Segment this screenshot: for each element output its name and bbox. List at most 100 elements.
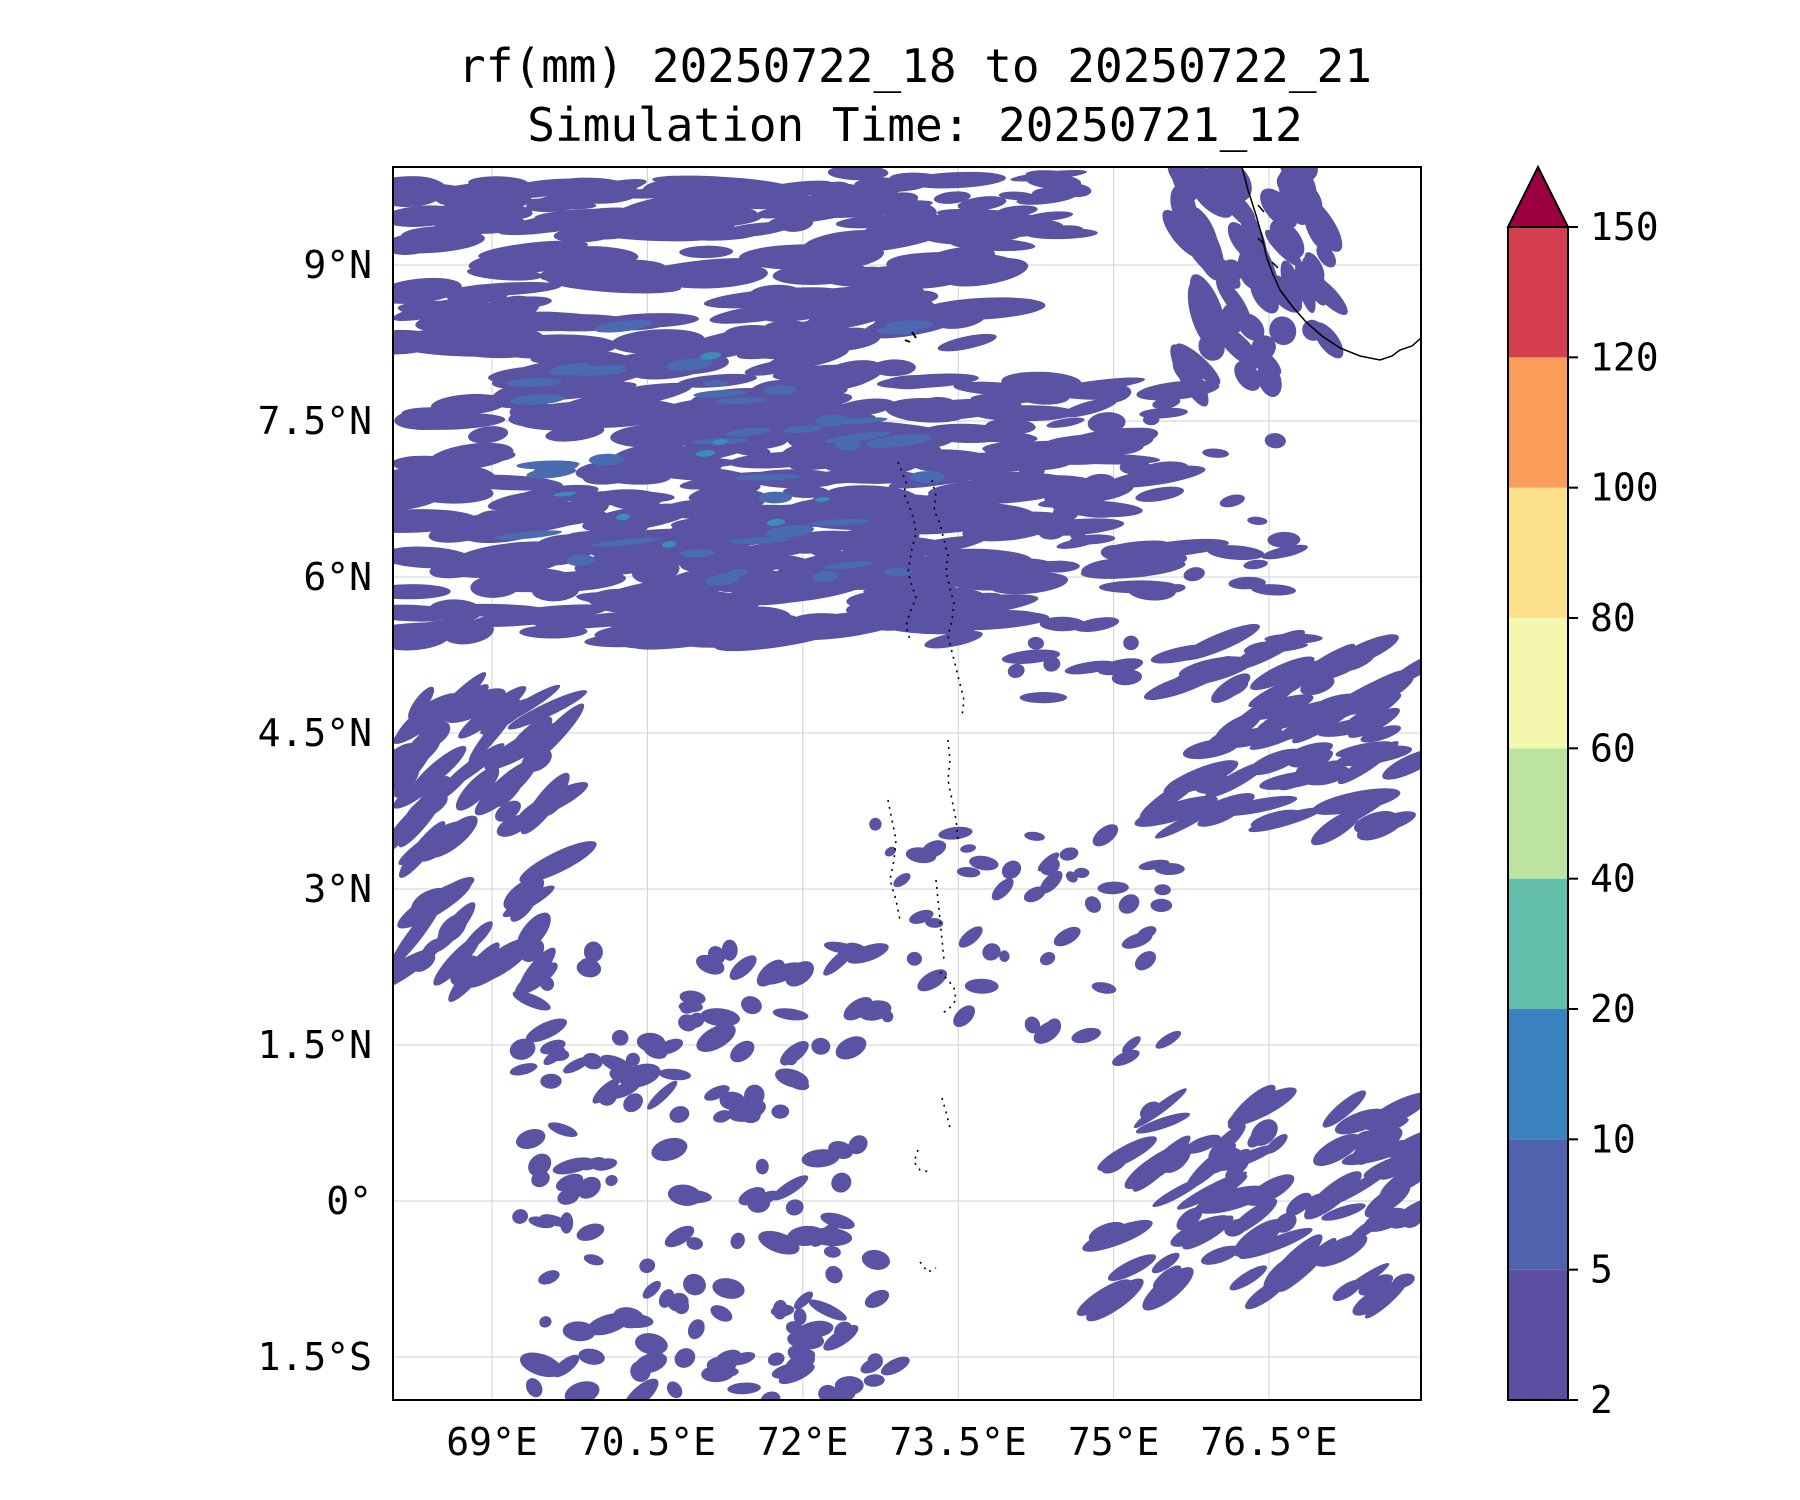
rain-cell	[823, 246, 884, 269]
rain-cell	[1278, 764, 1324, 791]
rain-cell	[611, 1029, 629, 1046]
rain-cell	[619, 1063, 661, 1088]
colorbar-extend-arrow	[1506, 164, 1570, 228]
rain-cell	[417, 843, 444, 862]
colorbar-frame	[1507, 226, 1569, 1401]
rain-cell	[909, 471, 946, 483]
rain-cell	[827, 1386, 856, 1400]
rain-cell	[581, 273, 647, 289]
rain-cell	[810, 518, 870, 526]
rain-cell	[1268, 1234, 1323, 1286]
rain-cell	[885, 284, 926, 309]
rain-cell	[723, 324, 793, 349]
rain-cell	[704, 1085, 730, 1101]
rain-cell	[1327, 669, 1406, 712]
rain-cell	[1388, 1136, 1421, 1174]
rain-cell	[1150, 644, 1216, 664]
rain-cell	[1175, 343, 1221, 385]
rain-cell	[1071, 1027, 1101, 1044]
rain-cell	[574, 547, 680, 576]
rain-cell	[825, 1266, 843, 1284]
rain-cell	[1024, 831, 1045, 841]
rain-cell	[393, 948, 434, 994]
rain-cell	[880, 1356, 910, 1376]
rain-cell	[1076, 1279, 1131, 1316]
rain-cell	[787, 1330, 825, 1350]
rain-cell	[582, 1052, 603, 1070]
rain-cell	[1229, 1265, 1268, 1291]
rain-cell	[1123, 635, 1139, 651]
rain-cell	[1286, 1192, 1312, 1217]
lon-tick-label: 70.5°E	[579, 1420, 716, 1464]
rain-cell	[433, 935, 481, 986]
rain-cell	[1207, 545, 1265, 561]
rain-cell	[1306, 273, 1348, 315]
rain-cell	[539, 976, 555, 991]
map-frame	[392, 166, 1422, 1401]
rain-cell	[519, 1352, 562, 1378]
rain-cell	[508, 401, 619, 428]
rain-cell	[1151, 1252, 1180, 1274]
rain-cell	[1053, 926, 1081, 947]
rain-cell	[1134, 795, 1218, 827]
rain-cell	[1107, 1254, 1157, 1282]
rain-cell	[1390, 1196, 1421, 1229]
rain-cell	[667, 1292, 689, 1312]
rain-cell	[1382, 749, 1421, 780]
rain-cell	[576, 959, 602, 978]
rain-cell	[814, 496, 830, 502]
rain-cell	[1122, 1036, 1141, 1054]
rain-cell	[709, 1362, 725, 1378]
rain-cell	[793, 499, 900, 516]
rain-cell	[1269, 219, 1305, 259]
rain-cell	[1343, 674, 1414, 715]
rain-cell	[1286, 742, 1333, 762]
colorbar-tick-label: 2	[1590, 1378, 1613, 1422]
lat-tick-label: 0°	[326, 1179, 372, 1223]
lon-tick-label: 72°E	[757, 1420, 849, 1464]
rain-cell	[415, 887, 445, 911]
rain-cell	[715, 397, 769, 404]
rain-cell	[787, 1225, 826, 1246]
rain-cell	[528, 1153, 552, 1177]
rain-cell	[1225, 1159, 1249, 1179]
rain-cell	[763, 385, 798, 395]
rain-cell	[1040, 857, 1060, 876]
lat-tick-label: 1.5°N	[258, 1023, 372, 1067]
colorbar-segment	[1508, 227, 1568, 358]
rain-cell	[1166, 770, 1219, 792]
rain-cell	[1364, 1280, 1408, 1319]
rain-cell	[1264, 433, 1286, 449]
rain-cell	[846, 943, 889, 964]
rain-cell	[592, 1078, 620, 1104]
rain-cell	[1265, 229, 1302, 267]
rain-cell	[1138, 428, 1155, 438]
rain-cell	[767, 1352, 785, 1366]
rain-cell	[1050, 387, 1130, 400]
rain-cell	[393, 628, 449, 651]
rain-cell	[696, 1023, 736, 1052]
colorbar-segment	[1508, 618, 1568, 749]
rainfall-contour-layer	[393, 167, 1421, 1400]
rain-cell	[686, 1237, 703, 1250]
rain-cell	[1171, 658, 1253, 687]
rain-cell	[1028, 573, 1045, 588]
colorbar-tick-label: 5	[1590, 1248, 1613, 1292]
rain-cell	[1322, 1090, 1367, 1128]
rain-cell	[1202, 448, 1229, 458]
colorbar-segment	[1508, 1009, 1568, 1140]
rain-cell	[699, 352, 722, 360]
rain-cell	[730, 1040, 755, 1063]
rain-cell	[600, 1054, 634, 1074]
rain-cell	[623, 1378, 659, 1400]
rain-cell	[1208, 1123, 1246, 1159]
rain-cell	[1027, 636, 1044, 650]
rain-cell	[1112, 1049, 1140, 1066]
lon-tick-label: 73.5°E	[890, 1420, 1027, 1464]
rain-cell	[999, 431, 1027, 444]
rain-cell	[806, 300, 901, 330]
rain-cell	[917, 396, 958, 417]
rain-cell	[564, 1381, 600, 1400]
rain-cell	[1026, 211, 1074, 222]
